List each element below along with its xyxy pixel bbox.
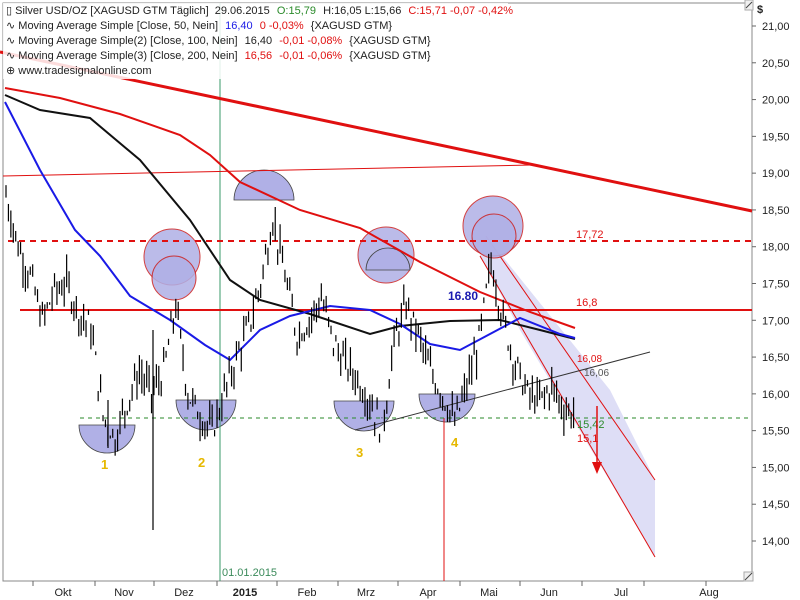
level-label-15-42: 15,42 [577, 419, 605, 431]
ma200-line [4, 87, 576, 329]
currency-label: $ [757, 4, 763, 16]
globe-icon: ⊕ [6, 65, 18, 77]
ma-icon: ∿ [6, 20, 18, 32]
bottom-marker-1 [78, 424, 136, 454]
level-label-17-72: 17,72 [576, 229, 604, 241]
legend-source: www.tradesignalonline.com [17, 65, 151, 77]
legend-ma2-symbol: {XAGUSD GTM} [349, 35, 431, 47]
target-arrow [592, 406, 602, 474]
x-axis-ticks: Okt Nov Dez 2015 Feb Mrz Apr Mai Jun Jul Aug [32, 581, 719, 599]
svg-text:▯ Silver USD/OZ [XAGUSD: ▯ Silver USD/OZ [XAGUSD GTM Täglich] 29.… [6, 5, 513, 17]
y-tick-label: 19,50 [762, 131, 790, 143]
svg-text:∿ Moving Average Simple: ∿ Moving Average Simple(3) [Close, 200, … [6, 50, 431, 62]
y-tick-label: 17,50 [762, 279, 790, 291]
y-tick-label: 15,50 [762, 426, 790, 438]
trend-lines [0, 3, 753, 581]
top-marker-circle [151, 255, 197, 301]
top-marker-dome [365, 247, 411, 271]
legend-ma2-change: -0,01 -0,08% [279, 35, 342, 47]
legend-hlc: H:16,05 L:15,66 [323, 5, 401, 17]
x-tick-label: Aug [699, 587, 719, 599]
ma100-line [4, 94, 576, 340]
level-label-15-1: 15,1 [577, 433, 598, 445]
legend-ma3-change: -0,01 -0,06% [279, 50, 342, 62]
x-tick-label: Apr [419, 587, 436, 599]
x-tick-label: Jul [614, 587, 628, 599]
channel-lower-line [479, 255, 656, 558]
svg-text:∿ Moving Average Simple: ∿ Moving Average Simple [Close, 50, Nein… [6, 20, 392, 32]
legend-close: C:15,71 -0,07 -0,42% [408, 5, 513, 17]
moving-averages [4, 87, 576, 362]
x-tick-label: Nov [114, 587, 134, 599]
y-tick-label: 18,00 [762, 242, 790, 254]
legend-ma1-value: 16,40 [225, 20, 253, 32]
ma50-line [4, 101, 576, 362]
ma-icon: ∿ [6, 35, 18, 47]
top-marker-circle [471, 213, 517, 259]
ma-icon: ∿ [6, 50, 18, 62]
ascending-support-line [354, 351, 651, 431]
y-tick-label: 16,50 [762, 352, 790, 364]
x-tick-label: Mai [480, 587, 498, 599]
date-marker-label: 01.01.2015 [222, 567, 277, 579]
level-label-16-8: 16,8 [576, 297, 597, 309]
svg-text:⊕ www.tradesignalonline: ⊕ www.tradesignalonline.com [6, 65, 152, 77]
ma-value-label: 16.80 [448, 289, 478, 303]
legend-ma1-change: 0 -0,03% [260, 20, 304, 32]
legend-ma3-value: 16,56 [245, 50, 273, 62]
y-tick-label: 15,00 [762, 462, 790, 474]
y-tick-label: 18,50 [762, 205, 790, 217]
price-series [5, 185, 575, 530]
legend-title: Silver USD/OZ [XAGUSD GTM Täglich] [15, 5, 209, 17]
x-tick-label: Okt [54, 587, 71, 599]
pattern-number-4: 4 [451, 435, 459, 450]
x-tick-label: Dez [174, 587, 194, 599]
y-tick-label: 14,00 [762, 536, 790, 548]
scroll-up-handle[interactable] [744, 0, 754, 11]
x-tick-label: Jun [540, 587, 558, 599]
legend-ma1-label: Moving Average Simple [Close, 50, Nein] [18, 20, 218, 32]
value-label-16-06: 16,06 [584, 368, 609, 379]
legend-ma3-symbol: {XAGUSD GTM} [349, 50, 431, 62]
y-tick-label: 20,50 [762, 58, 790, 70]
chart-legend: ▯ Silver USD/OZ [XAGUSD GTM Täglich] 29.… [3, 3, 513, 79]
legend-open: O:15,79 [277, 5, 316, 17]
bottom-marker-2 [175, 399, 237, 431]
channel-fill [480, 236, 655, 557]
downtrend-channel [479, 235, 656, 558]
pattern-number-1: 1 [101, 457, 108, 472]
y-axis-ticks: 21,00 20,50 20,00 19,50 19,00 18,50 18,00 17,50… [752, 21, 790, 548]
legend-ma3-label: Moving Average Simple(3) [Close, 200, Ne… [18, 50, 237, 62]
legend-date: 29.06.2015 [215, 5, 270, 17]
y-tick-label: 16,00 [762, 389, 790, 401]
x-tick-label: Feb [298, 587, 317, 599]
legend-ma1-symbol: {XAGUSD GTM} [311, 20, 393, 32]
svg-text:∿ Moving Average Simple: ∿ Moving Average Simple(2) [Close, 100, … [6, 35, 431, 47]
y-tick-label: 17,00 [762, 315, 790, 327]
y-tick-label: 14,50 [762, 499, 790, 511]
horizontal-top-line [2, 164, 533, 177]
y-tick-label: 20,00 [762, 95, 790, 107]
y-tick-label: 21,00 [762, 21, 790, 33]
pattern-number-2: 2 [198, 455, 205, 470]
x-tick-label: Mrz [357, 587, 375, 599]
symbol-icon: ▯ [6, 5, 15, 17]
y-tick-label: 19,00 [762, 168, 790, 180]
scroll-corner-handle[interactable] [743, 571, 754, 582]
legend-ma2-value: 16,40 [245, 35, 273, 47]
x-tick-label: 2015 [233, 587, 257, 599]
legend-ma2-label: Moving Average Simple(2) [Close, 100, Ne… [18, 35, 237, 47]
pattern-number-3: 3 [356, 445, 363, 460]
value-label-16-08: 16,08 [577, 354, 602, 365]
channel-upper-line [485, 235, 656, 481]
